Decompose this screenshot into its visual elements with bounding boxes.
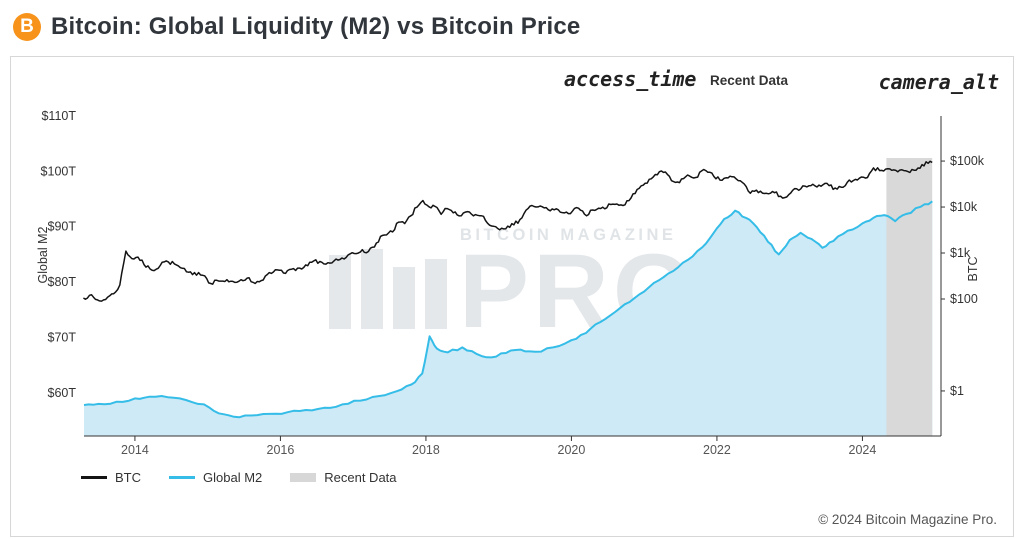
svg-text:$100k: $100k xyxy=(950,154,985,168)
global-m2-line-swatch xyxy=(169,476,195,479)
clock-icon[interactable]: access_time xyxy=(564,67,697,91)
svg-text:2018: 2018 xyxy=(412,443,440,457)
legend-item-recent-data[interactable]: Recent Data xyxy=(290,470,397,485)
recent-data-toggle[interactable]: Recent Data xyxy=(710,73,789,88)
legend-label-btc: BTC xyxy=(115,470,141,485)
svg-text:$1k: $1k xyxy=(950,246,971,260)
chart-canvas[interactable]: BITCOIN MAGAZINEPRO®20142016201820202022… xyxy=(11,57,1013,536)
legend-label-global-m2: Global M2 xyxy=(203,470,263,485)
chart-card: BITCOIN MAGAZINEPRO®20142016201820202022… xyxy=(10,56,1014,537)
page-header: B Bitcoin: Global Liquidity (M2) vs Bitc… xyxy=(13,13,580,41)
svg-text:$10k: $10k xyxy=(950,200,978,214)
legend-label-recent-data: Recent Data xyxy=(324,470,397,485)
copyright-text: © 2024 Bitcoin Magazine Pro. xyxy=(818,512,997,527)
recent-data-band-swatch xyxy=(290,473,317,482)
bitcoin-icon: B xyxy=(13,13,41,41)
svg-text:2020: 2020 xyxy=(558,443,586,457)
legend-item-global-m2[interactable]: Global M2 xyxy=(169,470,262,485)
svg-text:$100: $100 xyxy=(950,292,978,306)
recent-data-band xyxy=(886,158,933,436)
page-title: Bitcoin: Global Liquidity (M2) vs Bitcoi… xyxy=(51,13,581,40)
svg-text:BITCOIN MAGAZINE: BITCOIN MAGAZINE xyxy=(460,226,676,244)
camera-icon[interactable]: camera_alt xyxy=(878,70,999,94)
svg-text:$60T: $60T xyxy=(48,386,77,400)
svg-text:$80T: $80T xyxy=(48,275,77,289)
btc-line xyxy=(83,160,933,302)
svg-text:2024: 2024 xyxy=(849,443,877,457)
global-m2-area xyxy=(84,201,933,436)
svg-text:2022: 2022 xyxy=(703,443,731,457)
svg-text:BTC: BTC xyxy=(966,257,980,282)
chart-legend: BTC Global M2 Recent Data xyxy=(81,470,397,485)
svg-text:$1: $1 xyxy=(950,384,964,398)
svg-text:2014: 2014 xyxy=(121,443,149,457)
svg-text:$70T: $70T xyxy=(48,330,77,344)
global-m2-line xyxy=(83,200,933,419)
svg-text:$90T: $90T xyxy=(48,220,77,234)
svg-text:$110T: $110T xyxy=(41,109,76,123)
legend-item-btc[interactable]: BTC xyxy=(81,470,141,485)
svg-text:Global M2: Global M2 xyxy=(36,226,50,283)
svg-text:$100T: $100T xyxy=(41,164,77,178)
svg-text:2016: 2016 xyxy=(267,443,295,457)
btc-line-swatch xyxy=(81,476,107,479)
